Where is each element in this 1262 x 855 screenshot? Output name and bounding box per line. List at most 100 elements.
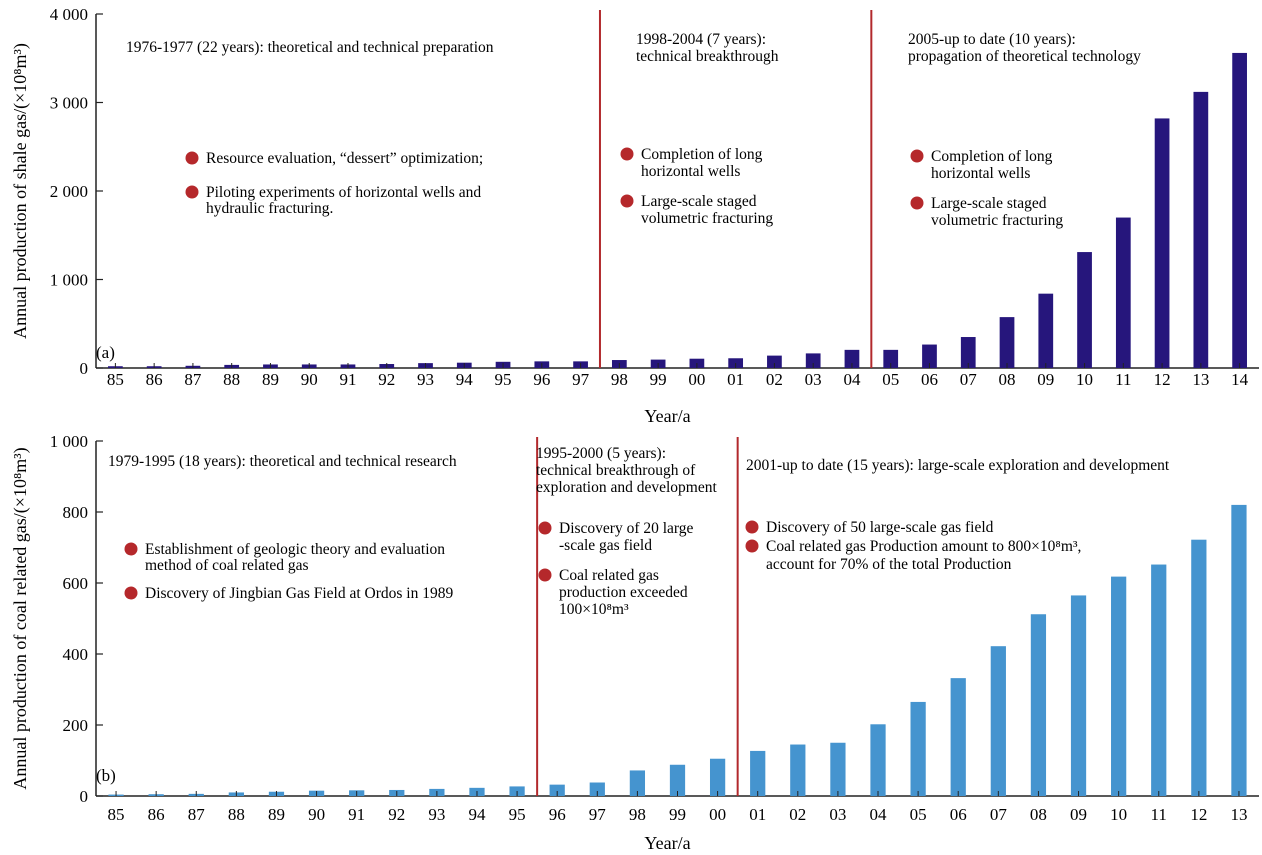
x-tick-label: 89 xyxy=(262,370,279,389)
x-tick-label: 02 xyxy=(766,370,783,389)
bar xyxy=(1077,252,1092,368)
x-tick-label: 94 xyxy=(456,370,474,389)
phase-title: 2001-up to date (15 years): large-scale … xyxy=(746,457,1170,474)
x-tick-label: 13 xyxy=(1192,370,1209,389)
bar xyxy=(960,337,976,368)
phase-bullet: volumetric fracturing xyxy=(641,210,773,227)
y-tick-label: 3 000 xyxy=(50,94,88,113)
phase-bullet: hydraulic fracturing. xyxy=(206,200,333,217)
bar xyxy=(950,678,966,796)
x-axis-label: Year/a xyxy=(644,406,690,426)
x-tick-label: 00 xyxy=(709,805,726,824)
x-tick-label: 86 xyxy=(146,370,163,389)
phase-bullet: Completion of long xyxy=(931,148,1053,165)
phase-title: 2005-up to date (10 years): xyxy=(908,31,1076,48)
bar xyxy=(922,344,937,368)
phase-bullet: Discovery of 20 large xyxy=(559,520,694,537)
bar xyxy=(1232,52,1247,368)
bar xyxy=(589,782,605,796)
phase-bullet: account for 70% of the total Production xyxy=(766,556,1012,573)
x-tick-label: 93 xyxy=(417,370,434,389)
y-tick-label: 1 000 xyxy=(50,432,88,451)
x-tick-label: 92 xyxy=(378,370,395,389)
phase-bullet: Discovery of Jingbian Gas Field at Ordos… xyxy=(145,585,453,602)
bar xyxy=(830,742,846,796)
phase-bullet: Coal related gas xyxy=(559,567,659,584)
y-axis-label: Annual production of coal related gas/(×… xyxy=(10,447,31,789)
x-tick-label: 04 xyxy=(843,370,861,389)
bullet-dot xyxy=(185,185,199,199)
bullet-dot xyxy=(910,196,924,210)
y-tick-label: 1 000 xyxy=(50,271,88,290)
bullet-dot xyxy=(538,521,552,535)
x-tick-label: 00 xyxy=(688,370,705,389)
x-tick-label: 11 xyxy=(1151,805,1167,824)
x-tick-label: 96 xyxy=(549,805,566,824)
x-tick-label: 06 xyxy=(921,370,938,389)
phase-bullet: Resource evaluation, “dessert” optimizat… xyxy=(206,150,483,167)
phase-bullet: Large-scale staged xyxy=(931,195,1047,212)
bar xyxy=(999,317,1015,368)
phase-bullet: Discovery of 50 large-scale gas field xyxy=(766,519,994,536)
x-tick-label: 89 xyxy=(268,805,285,824)
x-tick-label: 99 xyxy=(669,805,686,824)
x-tick-label: 03 xyxy=(829,805,846,824)
x-tick-label: 02 xyxy=(789,805,806,824)
x-tick-label: 10 xyxy=(1110,805,1127,824)
x-tick-label: 05 xyxy=(910,805,927,824)
bar xyxy=(790,744,806,796)
x-tick-label: 87 xyxy=(184,370,202,389)
x-tick-label: 05 xyxy=(882,370,899,389)
bullet-dot xyxy=(538,568,552,582)
bar xyxy=(1231,504,1247,796)
phase-bullet: Establishment of geologic theory and eva… xyxy=(145,541,445,558)
bullet-dot xyxy=(185,151,199,165)
x-tick-label: 10 xyxy=(1076,370,1093,389)
bar xyxy=(767,355,782,368)
bar xyxy=(709,758,726,796)
phase-bullet: horizontal wells xyxy=(641,163,740,180)
phase-title: 1976-1977 (22 years): theoretical and te… xyxy=(126,39,494,56)
y-tick-label: 400 xyxy=(63,645,89,664)
bullet-dot xyxy=(124,586,138,600)
x-tick-label: 95 xyxy=(509,805,526,824)
bullet-dot xyxy=(745,539,759,553)
bar xyxy=(805,353,821,368)
x-tick-label: 97 xyxy=(572,370,590,389)
phase-title: 1979-1995 (18 years): theoretical and te… xyxy=(108,453,457,470)
phase-title: technical breakthrough of xyxy=(536,462,696,479)
bullet-dot xyxy=(620,147,634,161)
bullet-dot xyxy=(910,149,924,163)
x-tick-label: 88 xyxy=(228,805,245,824)
x-tick-label: 85 xyxy=(107,370,124,389)
x-tick-label: 07 xyxy=(990,805,1008,824)
phase-bullet: production exceeded xyxy=(559,584,688,601)
bar xyxy=(870,724,886,796)
y-axis-label: Annual production of shale gas/(×10⁸m³) xyxy=(10,43,31,339)
x-tick-label: 94 xyxy=(468,805,486,824)
x-tick-label: 97 xyxy=(589,805,607,824)
y-tick-label: 200 xyxy=(63,716,89,735)
phase-bullet: Coal related gas Production amount to 80… xyxy=(766,538,1081,555)
bar xyxy=(1070,595,1087,796)
x-tick-label: 91 xyxy=(339,370,356,389)
phase-bullet: -scale gas field xyxy=(559,537,652,554)
panel-label: (a) xyxy=(96,343,115,362)
x-tick-label: 11 xyxy=(1115,370,1131,389)
bar xyxy=(1030,614,1047,796)
phase-bullet: method of coal related gas xyxy=(145,557,309,574)
x-tick-label: 14 xyxy=(1231,370,1249,389)
panel-label: (b) xyxy=(96,766,116,785)
x-tick-label: 09 xyxy=(1070,805,1087,824)
x-tick-label: 98 xyxy=(629,805,646,824)
bullet-dot xyxy=(745,520,759,534)
x-axis-label: Year/a xyxy=(644,833,690,853)
phase-bullet: Completion of long xyxy=(641,146,763,163)
y-tick-label: 0 xyxy=(80,787,89,806)
phase-title: 1998-2004 (7 years): xyxy=(636,31,766,48)
phase-title: exploration and development xyxy=(536,479,717,496)
x-tick-label: 88 xyxy=(223,370,240,389)
bar xyxy=(1111,576,1127,796)
x-tick-label: 90 xyxy=(308,805,325,824)
